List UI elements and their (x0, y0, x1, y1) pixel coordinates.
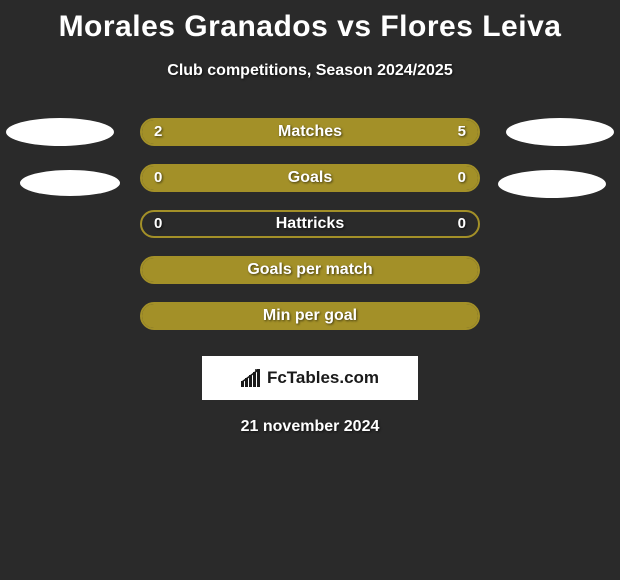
stat-row: Goals per match (0, 256, 620, 302)
bar-chart-icon (241, 369, 263, 387)
stat-value-right: 0 (458, 212, 466, 236)
stat-pill: Goals0 0 (140, 164, 480, 192)
stat-value-left: 2 (154, 120, 162, 144)
stat-label: Goals per match (142, 258, 478, 282)
stat-pill: Hattricks0 0 (140, 210, 480, 238)
stat-pill: Matches2 5 (140, 118, 480, 146)
stat-value-right: 0 (458, 166, 466, 190)
subtitle: Club competitions, Season 2024/2025 (0, 62, 620, 80)
stat-label: Hattricks (142, 212, 478, 236)
stat-row: Goals0 0 (0, 164, 620, 210)
stat-value-left: 0 (154, 212, 162, 236)
date-text: 21 november 2024 (0, 418, 620, 436)
logo-box: FcTables.com (202, 356, 418, 400)
stat-row: Min per goal (0, 302, 620, 348)
stats-area: Matches25Goals00Hattricks00Goals per mat… (0, 118, 620, 348)
stat-label: Min per goal (142, 304, 478, 328)
stat-row: Matches2 5 (0, 118, 620, 164)
stat-row: Hattricks0 0 (0, 210, 620, 256)
stat-label: Goals (142, 166, 478, 190)
comparison-infographic: Morales Granados vs Flores Leiva Club co… (0, 0, 620, 436)
logo-text: FcTables.com (267, 368, 379, 388)
stat-label: Matches (142, 120, 478, 144)
stat-pill: Goals per match (140, 256, 480, 284)
stat-value-left: 0 (154, 166, 162, 190)
stat-pill: Min per goal (140, 302, 480, 330)
page-title: Morales Granados vs Flores Leiva (0, 0, 620, 44)
stat-value-right: 5 (458, 120, 466, 144)
